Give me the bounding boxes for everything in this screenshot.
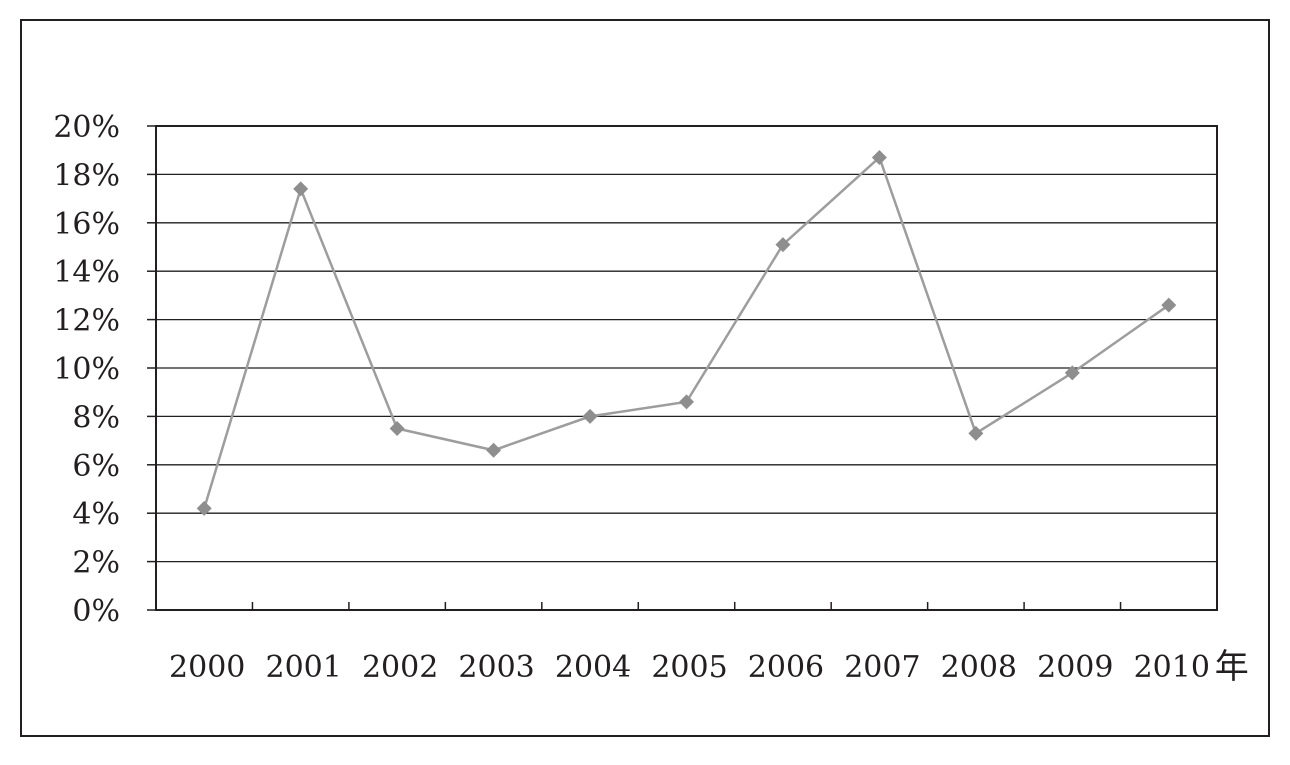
chart-frame: [20, 19, 1270, 737]
data-point-marker: [196, 500, 212, 516]
y-tick-label: 6%: [72, 449, 120, 484]
y-tick-label: 14%: [53, 255, 120, 290]
series-line: [203, 155, 1170, 509]
x-tick-label: 2009: [1037, 650, 1113, 685]
data-point-marker: [968, 425, 984, 441]
data-point-marker: [1161, 297, 1177, 313]
x-tick-label: 2002: [362, 650, 438, 685]
x-axis-ticks: 2000 2001 2002 2003 2004 2005 2006 2007 2008 2009…: [155, 602, 1218, 685]
x-tick-label: 2005: [651, 650, 727, 685]
y-tick-label: 2%: [72, 546, 120, 581]
gridlines: [156, 173, 1217, 563]
y-tick-label: 12%: [53, 304, 120, 339]
data-point-marker: [582, 408, 598, 424]
x-tick-label: 2000: [169, 650, 245, 685]
x-tick-label: 2010: [1134, 650, 1210, 685]
data-point-marker: [486, 442, 502, 458]
x-tick-label: 2006: [748, 650, 824, 685]
y-tick-label: 8%: [72, 400, 120, 435]
data-point-marker: [775, 237, 791, 253]
data-point-marker: [389, 421, 405, 436]
x-tick-label: 2008: [941, 650, 1017, 685]
y-tick-label: 0%: [72, 594, 120, 629]
data-point-marker: [679, 394, 694, 410]
x-tick-label: 2007: [844, 650, 920, 685]
x-tick-label: 2003: [458, 650, 534, 685]
x-tick-label: 2001: [266, 650, 342, 685]
data-point-marker: [1064, 365, 1080, 381]
y-tick-label: 4%: [72, 497, 120, 532]
y-tick-label: 16%: [53, 207, 120, 242]
data-point-marker: [293, 181, 309, 197]
y-tick-label: 10%: [53, 352, 120, 387]
y-axis-ticks: 0% 2% 4% 6% 8% 10% 12% 14% 16% 18% 20%: [53, 110, 156, 629]
data-point-marker: [871, 149, 887, 165]
y-tick-label: 20%: [53, 110, 120, 145]
x-axis-unit-label: 年: [1215, 647, 1249, 687]
x-tick-label: 2004: [555, 650, 631, 685]
y-tick-label: 18%: [53, 158, 120, 193]
series-layer: [196, 149, 1177, 516]
